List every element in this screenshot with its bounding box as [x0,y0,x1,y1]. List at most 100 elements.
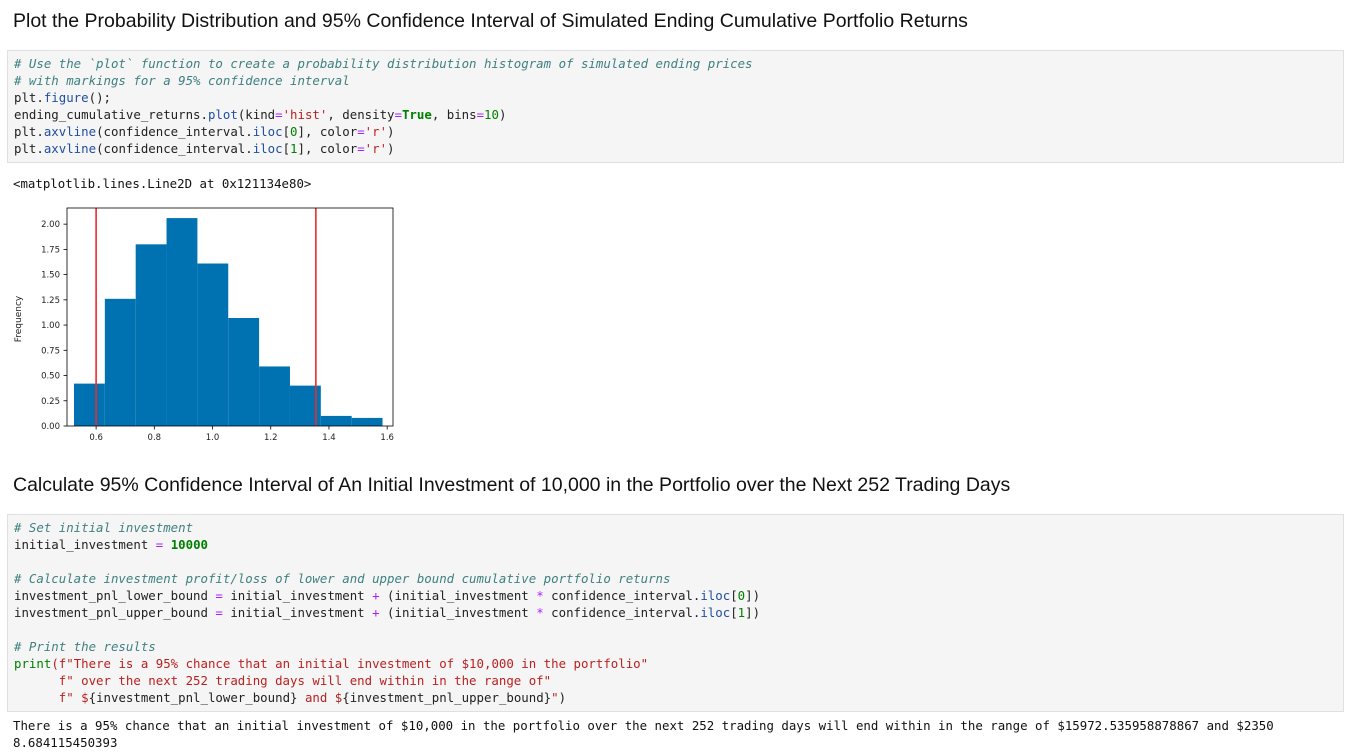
code-token: 'r' [364,124,388,139]
code-token: plt. [14,141,44,156]
code-line: f" over the next 252 trading days will e… [14,672,1337,689]
code-token: investment_pnl_upper_bound [14,605,216,620]
code-line: plt.axvline(confidence_interval.iloc[1],… [14,140,1337,157]
code-line: investment_pnl_upper_bound = initial_inv… [14,604,1337,621]
y-tick-label: 0.00 [41,422,60,432]
x-tick-label: 1.4 [322,433,336,443]
histogram-bars [73,218,383,426]
code-token: ]) [745,588,761,603]
code-token: (initial_investment [379,605,537,620]
y-tick-label: 2.00 [41,220,60,230]
code-token: plot [207,107,238,122]
code-token: * [536,605,544,620]
histogram-chart: Frequency 0.00 0.25 0.50 0.75 1.00 1.25 1.50 1.… [14,207,394,443]
code-token: [ [282,141,291,156]
code-cell-plot[interactable]: # Use the `plot` function to create a pr… [7,50,1344,163]
code-token: , density [327,107,395,122]
histogram-bar [166,218,198,426]
code-token: = [357,141,365,156]
code-token: confidence_interval. [543,605,701,620]
code-token: ending_cumulative_returns. [14,107,208,122]
histogram-bar [320,415,352,426]
code-token: iloc [700,588,731,603]
code-token: ) [558,690,567,705]
histogram-bar [259,366,290,426]
code-token: confidence_interval. [543,588,701,603]
code-token: 1 [737,605,746,620]
code-token: = [394,107,402,122]
code-token: 'hist' [282,107,328,122]
code-token: 10 [484,107,499,122]
x-tick-label: 1.6 [380,433,394,443]
code-token: figure [43,90,89,105]
code-comment: # Print the results [14,639,156,654]
histogram-bar [104,298,136,426]
code-token: f" over the next 252 trading days will e… [14,673,552,688]
code-line: plt.axvline(confidence_interval.iloc[0],… [14,123,1337,140]
code-token: [ [282,124,291,139]
code-token: 0 [737,588,746,603]
code-cell-investment[interactable]: # Set initial investment initial_investm… [7,514,1344,712]
y-tick-label: 1.75 [41,245,60,255]
section-heading-ci: Calculate 95% Confidence Interval of An … [13,474,1011,496]
y-tick-label: 1.00 [41,321,60,331]
code-token: iloc [700,605,731,620]
code-token: ], color [297,124,358,139]
code-token: (kind [237,107,276,122]
histogram-bar [197,263,229,426]
code-line: # Set initial investment [14,519,1337,536]
x-tick-label: 1.2 [264,433,278,443]
code-token: [ [730,605,738,620]
y-tick-label: 1.50 [41,271,60,281]
y-tick-label: 0.50 [41,372,60,382]
code-token: 10000 [170,537,208,552]
code-token: = [215,605,223,620]
code-token: ) [498,107,507,122]
code-token: initial_investment [222,605,373,620]
code-token: iloc [252,141,283,156]
code-token [163,537,170,552]
code-token: = [215,588,223,603]
code-token: and $ [297,690,343,705]
code-line: f" ${investment_pnl_lower_bound} and ${i… [14,689,1337,706]
code-token: True [401,107,432,122]
y-tick-label: 1.25 [41,296,60,306]
code-line-blank [14,553,1337,570]
code-token: + [372,588,380,603]
code-token: f" $ [14,690,89,705]
code-token: print [14,656,52,671]
section-heading-plot: Plot the Probability Distribution and 95… [13,10,968,32]
code-comment: # with markings for a 95% confidence int… [14,73,350,88]
code-line: # with markings for a 95% confidence int… [14,72,1337,89]
code-token: iloc [252,124,283,139]
code-token: , bins [431,107,477,122]
code-token: (f"There is a 95% chance that an initial… [51,656,649,671]
code-line-blank [14,621,1337,638]
code-token: " [551,690,559,705]
x-axis: 0.6 0.8 1.0 1.2 1.4 1.6 [89,426,394,443]
code-token: plt. [14,124,44,139]
code-comment: # Calculate investment profit/loss of lo… [14,571,671,586]
x-tick-label: 1.0 [206,433,220,443]
code-token: (); [88,90,111,105]
histogram-bar [73,383,105,426]
code-token: = [476,107,485,122]
code-token: + [372,605,380,620]
code-token: 0 [290,124,298,139]
code-token: axvline [43,141,97,156]
x-tick-label: 0.6 [89,433,103,443]
histogram-bar [135,244,167,426]
code-line: investment_pnl_lower_bound = initial_inv… [14,587,1337,604]
code-token: * [536,588,544,603]
code-line: print(f"There is a 95% chance that an in… [14,655,1337,672]
y-axis-label: Frequency [14,295,24,342]
code-line: # Use the `plot` function to create a pr… [14,55,1337,72]
code-token: (confidence_interval. [96,141,253,156]
histogram-bar [351,417,383,426]
code-token: {investment_pnl_upper_bound} [342,690,552,705]
code-line: initial_investment = 10000 [14,536,1337,553]
code-line: # Calculate investment profit/loss of lo… [14,570,1337,587]
code-comment: # Use the `plot` function to create a pr… [14,56,753,71]
code-token: 1 [290,141,298,156]
code-token: = [357,124,365,139]
